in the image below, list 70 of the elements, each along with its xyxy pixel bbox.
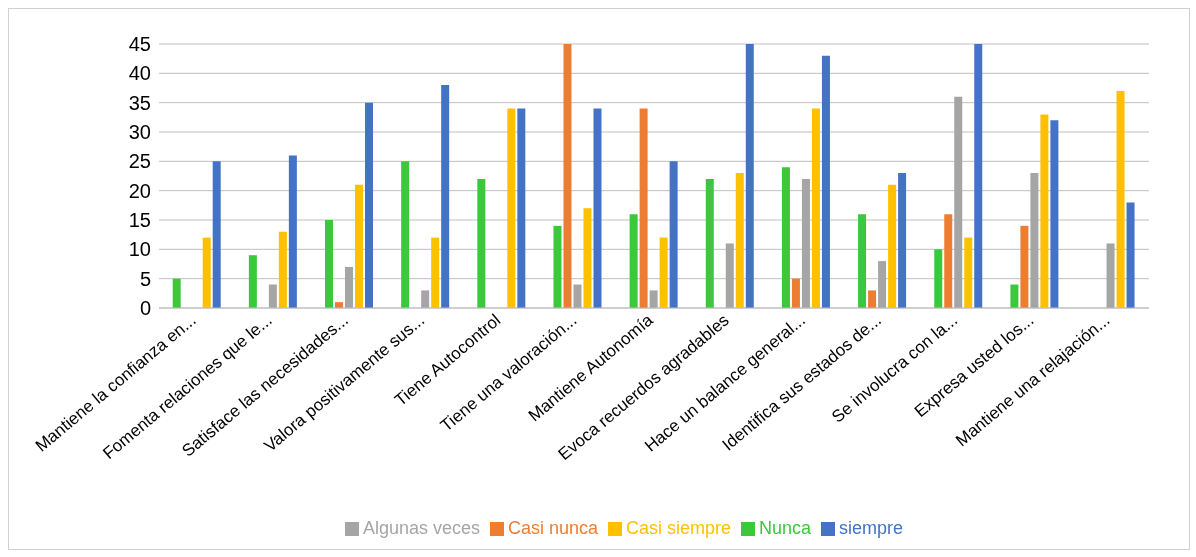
- bar: [441, 85, 450, 308]
- legend-label: Casi nunca: [507, 518, 599, 538]
- bar: [868, 290, 877, 308]
- bar: [888, 184, 897, 308]
- bar: [583, 208, 592, 308]
- bar: [288, 155, 297, 308]
- legend-label: siempre: [839, 518, 904, 538]
- y-tick-label: 40: [128, 62, 151, 85]
- bar: [878, 261, 887, 308]
- bar: [421, 290, 430, 308]
- y-tick-label: 5: [139, 267, 151, 290]
- legend-label: Casi siempre: [626, 518, 732, 538]
- bar: [212, 161, 221, 308]
- bar: [954, 96, 963, 308]
- bar: [781, 167, 790, 308]
- bar: [1020, 225, 1029, 308]
- bar: [355, 184, 364, 308]
- bar: [629, 214, 638, 308]
- bar: [172, 278, 181, 308]
- bar: [345, 266, 354, 308]
- bar: [669, 161, 678, 308]
- bar: [573, 284, 582, 308]
- bar: [477, 178, 486, 308]
- bar: [821, 55, 830, 308]
- bar: [431, 237, 440, 308]
- bar: [248, 255, 257, 308]
- bar: [811, 108, 820, 308]
- bar: [1116, 90, 1125, 308]
- y-tick-label: 0: [139, 297, 151, 320]
- bar: [1040, 114, 1049, 308]
- bar: [944, 214, 953, 308]
- bar: [974, 44, 983, 308]
- legend-label: Nunca: [759, 518, 812, 538]
- bar: [278, 231, 287, 308]
- bar: [517, 108, 526, 308]
- y-tick-label: 35: [128, 91, 151, 114]
- bar: [1106, 243, 1115, 308]
- y-tick-label: 15: [128, 209, 151, 232]
- bar: [268, 284, 277, 308]
- bar: [964, 237, 973, 308]
- bar: [745, 44, 754, 308]
- bar: [639, 108, 648, 308]
- bar: [725, 243, 734, 308]
- bar: [507, 108, 516, 308]
- bar: [365, 102, 374, 308]
- y-tick-label: 20: [128, 179, 151, 202]
- bar: [593, 108, 602, 308]
- bar: [1050, 120, 1059, 308]
- bar: [649, 290, 658, 308]
- bar: [553, 225, 562, 308]
- bar: [705, 178, 714, 308]
- bar: [858, 214, 867, 308]
- bar: [801, 178, 810, 308]
- bar: [898, 173, 907, 308]
- bar: [791, 278, 800, 308]
- legend-label: Algunas veces: [362, 518, 480, 538]
- bar: [659, 237, 668, 308]
- bar: [1030, 173, 1039, 308]
- y-tick-label: 25: [128, 150, 151, 173]
- bar: [735, 173, 744, 308]
- y-tick-label: 10: [128, 238, 151, 261]
- bar: [202, 237, 211, 308]
- y-tick-label: 45: [128, 33, 151, 56]
- bar: [401, 161, 410, 308]
- bar: [1126, 202, 1135, 308]
- bar: [325, 220, 334, 308]
- bar: [1010, 284, 1019, 308]
- bar: [563, 44, 572, 308]
- bar: [934, 249, 943, 308]
- y-tick-label: 30: [128, 121, 151, 144]
